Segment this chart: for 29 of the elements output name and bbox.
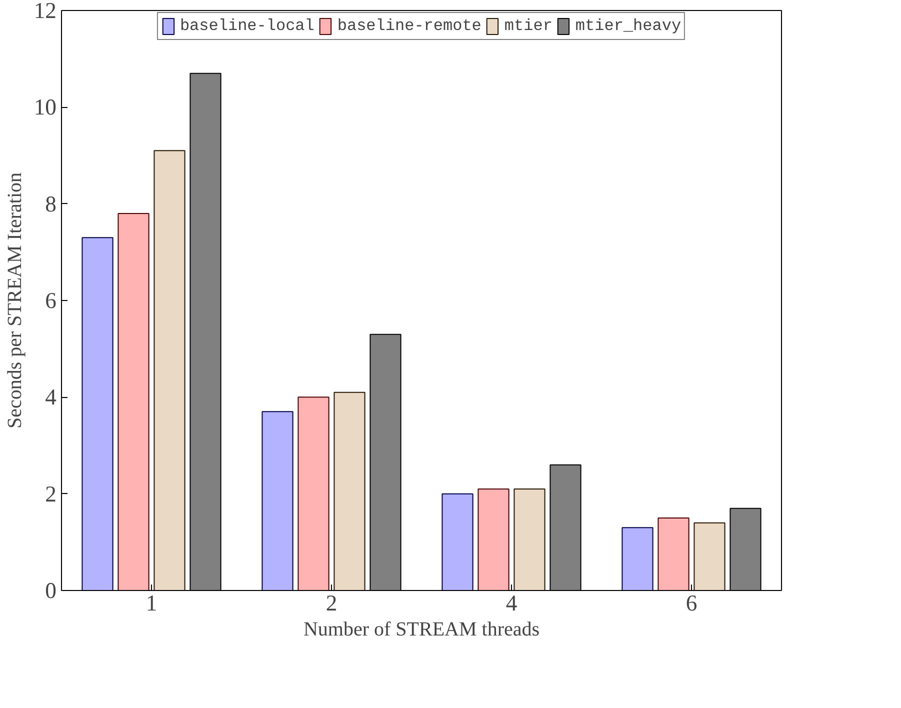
x-tick-label: 6 [686,590,698,616]
x-axis-title: Number of STREAM threads [303,618,540,640]
x-tick-label: 2 [326,590,338,616]
legend-label: mtier [504,17,552,35]
y-tick-label: 12 [34,0,56,23]
y-axis-title: Seconds per STREAM Iteration [4,172,26,429]
bar [514,488,546,590]
bar [658,518,690,590]
bar [154,150,186,590]
legend-label: mtier_heavy [575,17,682,35]
bar [478,488,510,590]
bar [442,493,474,590]
bar [694,522,726,590]
bar [118,213,150,590]
y-tick-label: 8 [45,191,56,216]
bar [334,392,366,590]
bar [622,527,654,590]
x-tick-label: 4 [506,590,518,616]
y-tick-label: 4 [45,384,56,410]
x-tick-label: 1 [146,590,158,616]
y-tick-label: 0 [45,578,56,603]
bar [262,411,294,590]
bar [82,237,114,590]
legend-label: baseline-remote [337,17,482,35]
y-tick-label: 6 [45,288,56,313]
legend-label: baseline-local [180,17,314,35]
bar [298,396,330,590]
y-tick-label: 2 [45,481,56,506]
y-tick-label: 10 [34,94,56,120]
